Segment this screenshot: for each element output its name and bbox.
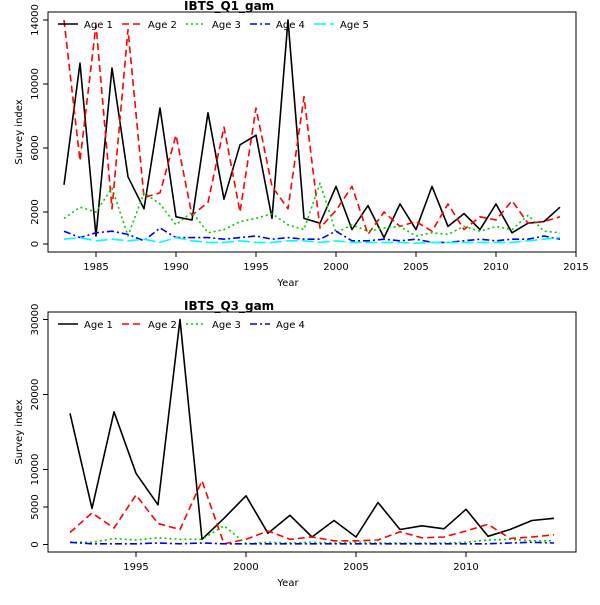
chart-title: IBTS_Q3_gam	[184, 299, 274, 314]
legend-label: Age 1	[84, 320, 113, 331]
series-line-age-2	[63, 19, 561, 236]
series-lines	[63, 19, 561, 244]
series-line-age-1	[69, 318, 555, 541]
y-axis: 0 5000 10000 20000 30000	[30, 304, 48, 548]
y-tick-label: 2000	[30, 199, 41, 224]
plot-frame	[47, 11, 577, 253]
x-axis-label: Year	[276, 278, 299, 289]
legend-label: Age 4	[276, 20, 305, 31]
y-tick-label: 14000	[30, 4, 41, 36]
legend: Age 1 Age 2 Age 3 Age 4 Age 5	[58, 20, 369, 31]
y-tick-label: 30000	[30, 304, 41, 336]
y-tick-label: 10000	[30, 454, 41, 486]
y-axis: 0 2000 6000 10000 14000	[30, 4, 48, 247]
y-tick-label: 6000	[30, 135, 41, 160]
y-tick-label: 5000	[30, 494, 41, 519]
series-line-age-5	[63, 236, 561, 244]
x-axis: 1985 1990 1995 2000 2005 2010 2015	[83, 252, 589, 273]
plot-frame	[47, 311, 577, 553]
series-line-age-3	[63, 182, 561, 237]
legend-label: Age 4	[276, 320, 305, 331]
x-tick-label: 2005	[403, 262, 428, 273]
legend-item: Age 4	[250, 20, 305, 31]
y-tick-label: 20000	[30, 379, 41, 411]
series-line-age-4	[69, 541, 555, 545]
series-lines	[69, 318, 555, 545]
y-axis-label: Survey index	[14, 99, 25, 164]
y-tick-label: 0	[30, 541, 41, 547]
legend-item: Age 3	[186, 320, 241, 331]
chart-title: IBTS_Q1_gam	[184, 0, 274, 14]
x-tick-label: 2010	[453, 562, 478, 573]
legend-item: Age 5	[314, 20, 369, 31]
legend-label: Age 2	[148, 20, 177, 31]
series-line-age-1	[63, 19, 561, 239]
y-axis-label: Survey index	[14, 399, 25, 464]
chart-panel-1: IBTS_Q1_gam 1985 1990 1995 2000 2005 2010 2015 Y…	[14, 0, 589, 289]
legend-item: Age 4	[250, 320, 305, 331]
series-line-age-3	[70, 524, 554, 545]
series-line-age-4	[63, 227, 561, 244]
x-tick-label: 2000	[323, 262, 348, 273]
legend-label: Age 2	[148, 320, 177, 331]
x-tick-label: 1985	[83, 262, 108, 273]
legend: Age 1 Age 2 Age 3 Age 4	[58, 320, 305, 331]
legend-item: Age 2	[122, 20, 177, 31]
y-tick-label: 10000	[30, 68, 41, 100]
x-axis: 1995 2000 2005 2010	[123, 552, 479, 573]
x-tick-label: 2010	[483, 262, 508, 273]
x-tick-label: 2015	[563, 262, 588, 273]
x-tick-label: 1995	[243, 262, 268, 273]
legend-label: Age 3	[212, 20, 241, 31]
legend-item: Age 1	[58, 20, 113, 31]
x-axis-label: Year	[276, 578, 299, 589]
legend-label: Age 1	[84, 20, 113, 31]
chart-panel-2: IBTS_Q3_gam 1995 2000 2005 2010 Year 0 5000 1000…	[14, 299, 577, 589]
y-tick-label: 0	[30, 241, 41, 247]
x-tick-label: 1990	[163, 262, 188, 273]
x-tick-label: 1995	[123, 562, 148, 573]
legend-label: Age 3	[212, 320, 241, 331]
legend-item: Age 1	[58, 320, 113, 331]
x-tick-label: 2000	[233, 562, 258, 573]
series-line-age-2	[69, 479, 555, 545]
x-tick-label: 2005	[343, 562, 368, 573]
legend-item: Age 2	[122, 320, 177, 331]
legend-item: Age 3	[186, 20, 241, 31]
legend-label: Age 5	[340, 20, 369, 31]
